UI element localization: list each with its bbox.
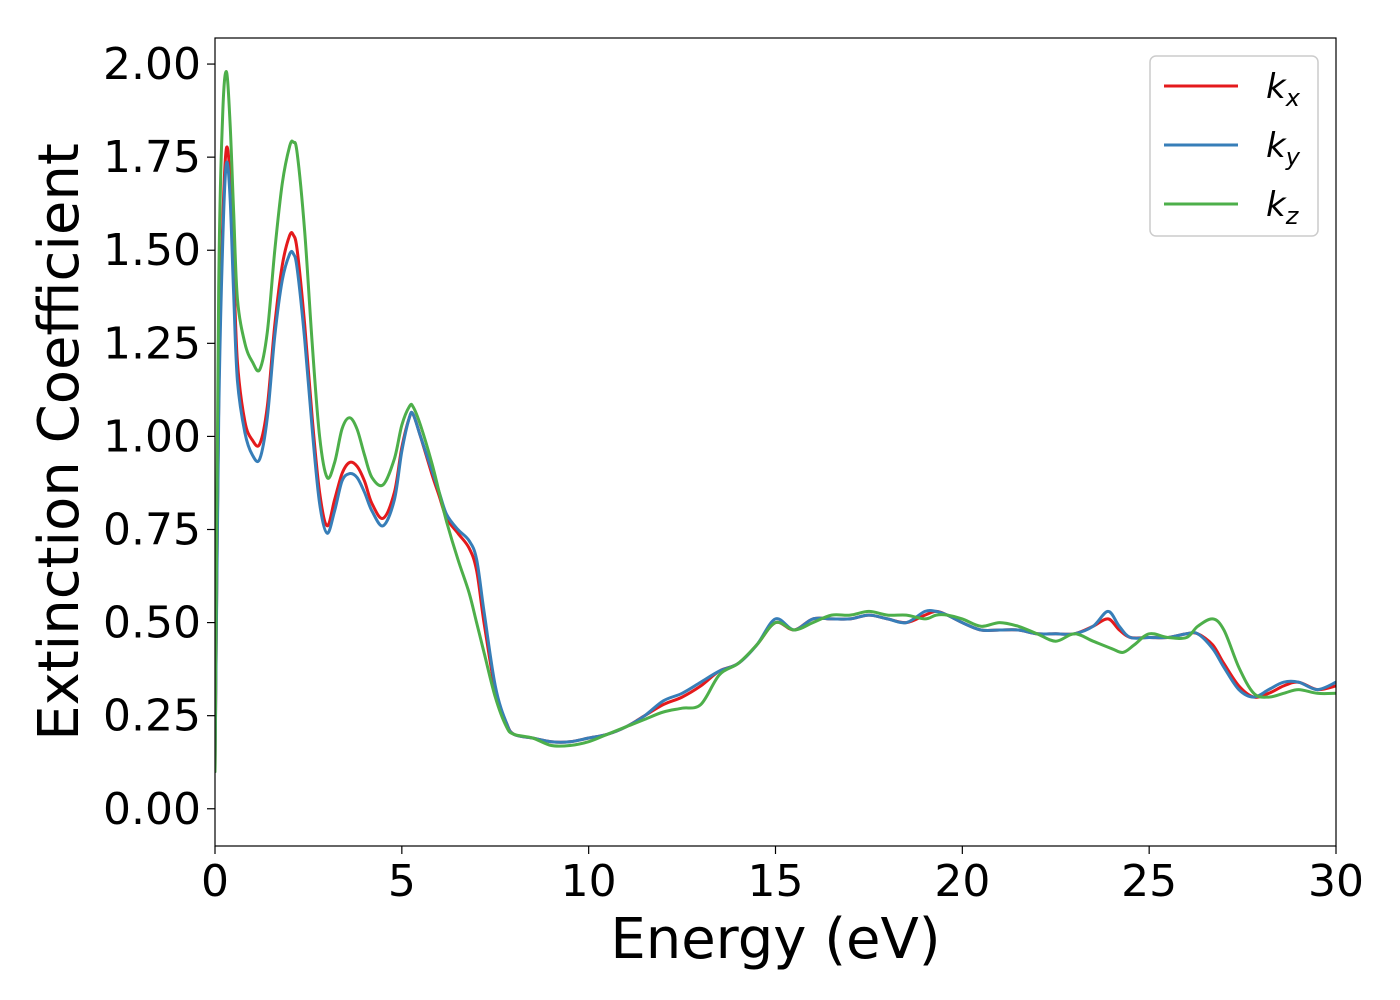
legend-label-ky: ky (1266, 126, 1301, 171)
y-axis-ticks: 0.00 0.25 0.50 0.75 1.00 1.25 1.50 1.75 2.00 (103, 39, 215, 835)
x-tick-label: 5 (388, 856, 416, 907)
x-tick-label: 0 (201, 856, 229, 907)
x-axis-title: Energy (eV) (610, 907, 940, 972)
legend-label-main: k (1266, 185, 1287, 225)
x-tick-label: 30 (1308, 856, 1364, 907)
x-tick-label: 25 (1121, 856, 1177, 907)
y-tick-label: 0.50 (103, 598, 201, 649)
legend-label-kz: kz (1266, 185, 1300, 230)
x-tick-label: 20 (934, 856, 990, 907)
legend-label-main: k (1266, 67, 1287, 107)
y-tick-label: 1.50 (103, 225, 201, 276)
plot-lines (215, 70, 1336, 773)
y-axis-title: Extinction Coefficient (27, 143, 92, 741)
plot-frame (214, 37, 1337, 847)
y-tick-label: 0.75 (103, 505, 201, 556)
series-line-kz (215, 70, 1336, 773)
x-tick-label: 10 (561, 856, 617, 907)
legend-label-kx: kx (1266, 67, 1301, 112)
y-tick-label: 2.00 (103, 39, 201, 90)
y-tick-label: 1.00 (103, 411, 201, 462)
legend-label-subscript: z (1285, 202, 1300, 230)
series-line-ky (215, 160, 1336, 773)
y-tick-label: 1.25 (103, 318, 201, 369)
x-axis-ticks: 0 5 10 15 20 25 30 (201, 846, 1364, 907)
y-tick-label: 0.00 (103, 784, 201, 835)
y-tick-label: 0.25 (103, 691, 201, 742)
legend-label-main: k (1266, 126, 1287, 166)
y-tick-label: 1.75 (103, 132, 201, 183)
legend-label-subscript: y (1285, 143, 1301, 171)
x-tick-label: 15 (748, 856, 804, 907)
legend-label-subscript: x (1285, 84, 1301, 112)
